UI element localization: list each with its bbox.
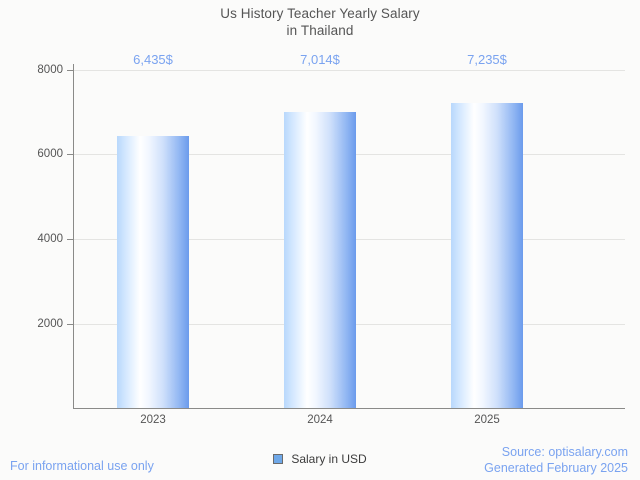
xtick-label-2025: 2025 [474,414,500,426]
ytick-mark-4000 [67,239,74,240]
footer-source: Source: optisalary.com [501,445,628,459]
bar-2024[interactable] [284,112,356,408]
bar-2025[interactable] [451,103,523,408]
bar-label-2025: 7,235$ [467,52,507,67]
ytick-label-4000: 4000 [37,233,63,245]
footer-source-block: Source: optisalary.com Generated Februar… [484,444,628,476]
ytick-mark-6000 [67,154,74,155]
legend-swatch-icon [273,454,284,464]
legend-label-salary: Salary in USD [291,452,367,466]
bar-2023[interactable] [117,136,189,408]
ytick-mark-2000 [67,324,74,325]
xtick-label-2024: 2024 [307,414,333,426]
chart-title-line-1: Us History Teacher Yearly Salary [220,6,420,21]
ytick-label-2000: 2000 [37,318,63,330]
xtick-label-2023: 2023 [140,414,166,426]
ytick-label-8000: 8000 [37,64,63,76]
x-axis-line [73,408,625,409]
ytick-label-6000: 6000 [37,148,63,160]
chart-title: Us History Teacher Yearly Salary in Thai… [0,5,640,39]
chart-title-line-2: in Thailand [286,23,354,38]
footer-disclaimer: For informational use only [10,459,154,473]
y-axis-line [73,64,74,409]
bar-label-2024: 7,014$ [300,52,340,67]
footer-generated: Generated February 2025 [484,461,628,475]
gridline-8000 [73,70,625,71]
ytick-mark-8000 [67,70,74,71]
chart-legend: Salary in USD [0,452,640,466]
bar-label-2023: 6,435$ [133,52,173,67]
